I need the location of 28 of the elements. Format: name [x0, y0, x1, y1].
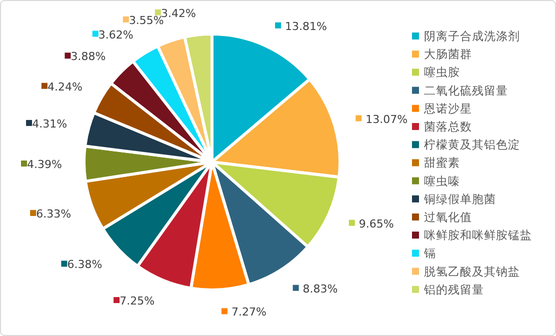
data-label: 4.39% — [27, 158, 62, 172]
data-label: 3.88% — [70, 50, 106, 64]
data-label: 4.31% — [32, 117, 68, 130]
legend-label: 恩诺沙星 — [423, 101, 472, 116]
legend-label: 铝的残留量 — [423, 282, 484, 296]
legend-label: 二氧化硫残留量 — [424, 83, 508, 98]
legend-label: 噻虫嗪 — [424, 174, 460, 188]
data-label: 3.62% — [98, 28, 134, 42]
data-label: 6.38% — [67, 258, 102, 272]
data-label: 4.24% — [48, 80, 82, 94]
legend-label: 咪鲜胺和咪鲜胺锰盐 — [424, 228, 532, 242]
legend-label: 菌落总数 — [424, 120, 472, 134]
data-label: 8.83% — [302, 282, 338, 296]
data-label: 9.65% — [358, 217, 394, 230]
legend-label: 噻虫胺 — [424, 65, 460, 80]
legend-label: 脱氢乙酸及其钠盐 — [424, 264, 520, 278]
legend-label: 阴离子合成洗涤剂 — [424, 29, 520, 43]
legend-label: 大肠菌群 — [424, 47, 472, 62]
data-label: 13.81% — [285, 20, 328, 33]
data-label: 7.25% — [120, 294, 155, 308]
legend-label: 柠檬黄及其铝色淀 — [424, 138, 520, 152]
legend-label: 过氧化值 — [424, 210, 472, 224]
legend-label: 铜绿假单胞菌 — [423, 192, 496, 206]
data-label: 7.27% — [231, 306, 266, 319]
data-label: 6.33% — [36, 207, 72, 220]
legend-label: 镉 — [423, 246, 436, 260]
data-label: 13.07% — [366, 112, 408, 126]
legend-label: 甜蜜素 — [424, 156, 460, 170]
